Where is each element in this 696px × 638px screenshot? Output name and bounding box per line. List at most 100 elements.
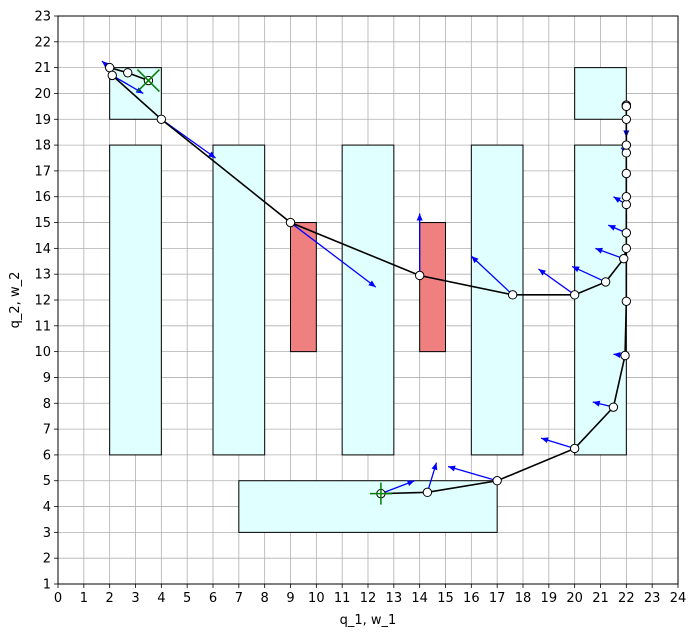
y-tick-label: 6 bbox=[43, 448, 51, 463]
y-tick-label: 23 bbox=[34, 10, 51, 25]
waypoint-marker bbox=[621, 199, 632, 210]
velocity-arrow-head bbox=[406, 480, 415, 487]
waypoint-marker bbox=[619, 253, 629, 264]
x-tick-label: 19 bbox=[541, 591, 558, 606]
free-region-rect bbox=[238, 480, 498, 533]
x-axis-label: q_1, w_1 bbox=[340, 613, 397, 628]
velocity-arrow-head bbox=[572, 266, 580, 273]
x-tick-label: 7 bbox=[235, 591, 243, 606]
y-tick-label: 22 bbox=[34, 35, 51, 50]
x-tick-label: 8 bbox=[261, 591, 269, 606]
y-tick-label: 14 bbox=[34, 242, 51, 257]
waypoint-marker bbox=[285, 217, 296, 228]
x-tick-label: 15 bbox=[437, 591, 454, 606]
x-tick-label: 12 bbox=[360, 591, 377, 606]
y-tick-label: 15 bbox=[34, 216, 51, 231]
y-tick-label: 3 bbox=[43, 526, 51, 541]
x-tick-label: 18 bbox=[515, 591, 532, 606]
obstacle-rect bbox=[290, 222, 317, 353]
y-tick-label: 11 bbox=[34, 319, 51, 334]
y-tick-label: 12 bbox=[34, 294, 51, 309]
x-tick-label: 3 bbox=[131, 591, 139, 606]
x-tick-label: 13 bbox=[386, 591, 403, 606]
x-tick-label: 22 bbox=[618, 591, 635, 606]
waypoint-marker bbox=[569, 290, 580, 300]
free-region-rect bbox=[574, 144, 627, 456]
velocity-arrow-head bbox=[538, 269, 546, 276]
free-regions bbox=[109, 67, 627, 533]
waypoint-marker bbox=[600, 277, 611, 287]
waypoint-marker bbox=[621, 296, 632, 306]
velocity-arrow bbox=[470, 255, 514, 296]
velocity-arrows bbox=[101, 60, 630, 495]
waypoint-marker bbox=[621, 101, 632, 112]
x-tick-label: 24 bbox=[670, 591, 687, 606]
velocity-arrow-head bbox=[431, 462, 438, 471]
x-tick-label: 6 bbox=[209, 591, 217, 606]
velocity-arrow-head bbox=[613, 196, 621, 203]
waypoint-marker bbox=[621, 148, 632, 158]
velocity-arrow bbox=[290, 222, 377, 288]
y-tick-label: 5 bbox=[43, 474, 51, 489]
velocity-arrow-head bbox=[208, 151, 216, 158]
trajectory bbox=[104, 62, 632, 499]
free-region-rect bbox=[212, 144, 266, 456]
x-tick-label: 17 bbox=[489, 591, 506, 606]
y-tick-label: 19 bbox=[34, 113, 51, 128]
x-tick-label: 0 bbox=[54, 591, 62, 606]
y-tick-label: 4 bbox=[43, 500, 51, 515]
start-x-marker bbox=[136, 69, 160, 93]
obstacle-rect bbox=[419, 222, 446, 353]
free-region-rect bbox=[470, 144, 524, 456]
x-tick-label: 20 bbox=[566, 591, 583, 606]
x-tick-label: 14 bbox=[411, 591, 428, 606]
waypoint-marker bbox=[621, 168, 632, 179]
x-tick-label: 1 bbox=[80, 591, 88, 606]
markers bbox=[136, 69, 392, 505]
x-tick-label: 21 bbox=[592, 591, 609, 606]
y-tick-label: 20 bbox=[34, 87, 51, 102]
x-tick-label: 11 bbox=[334, 591, 351, 606]
x-tick-label: 16 bbox=[463, 591, 480, 606]
waypoint-marker bbox=[123, 68, 133, 78]
waypoint-marker bbox=[621, 243, 632, 254]
x-tick-label: 9 bbox=[286, 591, 294, 606]
y-tick-label: 18 bbox=[34, 139, 51, 154]
velocity-arrow bbox=[538, 268, 576, 296]
x-tick-label: 10 bbox=[308, 591, 325, 606]
velocity-arrow-head bbox=[448, 465, 456, 472]
free-region-rect bbox=[341, 144, 395, 456]
obstacles bbox=[290, 222, 446, 353]
axes: 0 1 2 3 4 5 6 7 8 9 10 11 12 13 14 15 16 17 18 19 20 21 22 23 24… bbox=[34, 10, 686, 607]
y-tick-label: 10 bbox=[34, 345, 51, 360]
x-tick-label: 4 bbox=[157, 591, 165, 606]
velocity-arrow-head bbox=[613, 352, 621, 358]
velocity-arrow-head bbox=[608, 225, 616, 231]
velocity-arrow-head bbox=[541, 437, 549, 444]
waypoint-marker bbox=[569, 443, 580, 454]
waypoint-marker bbox=[492, 476, 502, 486]
waypoint-marker bbox=[414, 270, 425, 281]
waypoint-marker bbox=[156, 114, 167, 124]
free-region-rect bbox=[109, 144, 162, 456]
velocity-arrow-head bbox=[471, 256, 479, 264]
y-tick-label: 21 bbox=[34, 61, 51, 76]
waypoint-marker bbox=[621, 228, 632, 238]
y-tick-label: 16 bbox=[34, 190, 51, 205]
x-tick-label: 23 bbox=[644, 591, 661, 606]
y-tick-label: 17 bbox=[34, 164, 51, 179]
velocity-arrow-head bbox=[592, 400, 601, 407]
velocity-arrow-head bbox=[595, 247, 603, 254]
y-tick-label: 13 bbox=[34, 268, 51, 283]
y-tick-label: 8 bbox=[43, 397, 51, 412]
y-tick-label: 9 bbox=[43, 371, 51, 386]
waypoint-marker bbox=[621, 140, 632, 150]
waypoint-marker bbox=[107, 70, 117, 81]
velocity-arrow-head bbox=[416, 213, 423, 221]
velocity-arrow-head bbox=[368, 280, 376, 288]
x-tick-label: 2 bbox=[106, 591, 114, 606]
velocity-arrow-head bbox=[101, 61, 110, 68]
waypoint-marker bbox=[507, 290, 518, 300]
y-tick-label: 2 bbox=[43, 552, 51, 567]
